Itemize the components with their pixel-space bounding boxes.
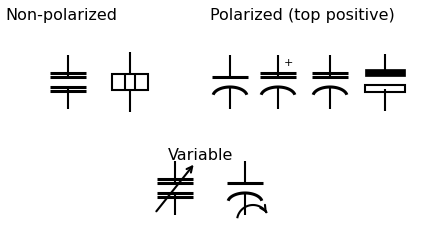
Text: +: +	[284, 58, 293, 68]
Bar	[365, 85, 405, 92]
Text: Variable: Variable	[168, 148, 233, 163]
Text: Polarized (top positive): Polarized (top positive)	[210, 8, 395, 23]
Bar	[365, 68, 405, 75]
Bar	[112, 74, 148, 90]
Text: Non-polarized: Non-polarized	[5, 8, 117, 23]
